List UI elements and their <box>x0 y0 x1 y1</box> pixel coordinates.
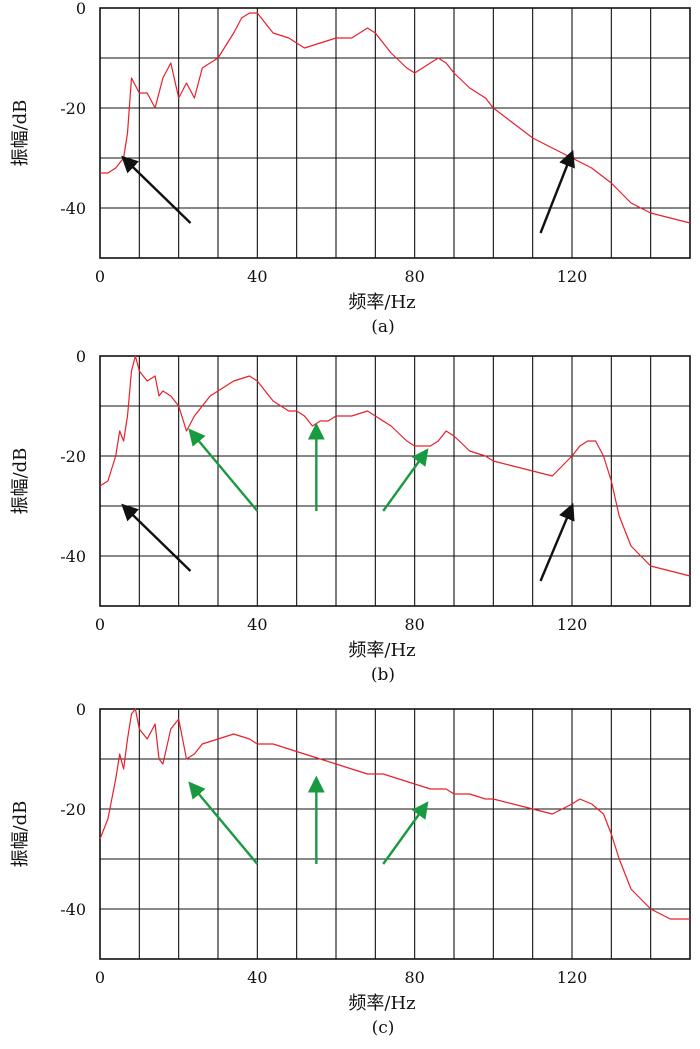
panel-c: 0 -20 -40 0 40 80 120 振幅/dB 频率/Hz (c) <box>10 700 691 1038</box>
y-tick-label: 0 <box>76 700 86 719</box>
y-tick-label: -40 <box>60 900 86 919</box>
x-tick-labels: 0 40 80 120 <box>95 615 587 634</box>
panel-b: 0 -20 -40 0 40 80 120 振幅/dB 频率/Hz (b) <box>10 347 691 685</box>
x-tick-label: 0 <box>95 968 105 987</box>
y-tick-label: -20 <box>60 99 86 118</box>
annotation-arrow <box>539 149 575 234</box>
y-tick-label: -20 <box>60 800 86 819</box>
annotation-arrow <box>539 502 575 582</box>
x-tick-label: 80 <box>404 968 424 987</box>
y-tick-label: -20 <box>60 447 86 466</box>
y-tick-labels: 0 -20 -40 <box>60 347 86 566</box>
x-tick-label: 40 <box>247 615 267 634</box>
x-tick-label: 120 <box>557 615 588 634</box>
annotation-arrow <box>188 781 259 865</box>
arrow-annotations <box>121 422 575 582</box>
arrow-annotations <box>121 149 575 234</box>
x-axis-label: 频率/Hz <box>348 640 415 661</box>
plot-frame <box>99 708 691 960</box>
x-tick-label: 120 <box>557 267 588 286</box>
y-tick-label: 0 <box>76 347 86 366</box>
y-tick-labels: 0 -20 -40 <box>60 0 86 218</box>
arrow-annotations <box>188 775 429 865</box>
y-tick-label: 0 <box>76 0 86 18</box>
x-axis-label: 频率/Hz <box>348 292 415 313</box>
annotation-arrow <box>188 428 259 512</box>
x-tick-labels: 0 40 80 120 <box>95 267 587 286</box>
y-tick-label: -40 <box>60 547 86 566</box>
annotation-arrow <box>382 801 429 865</box>
y-axis-label: 振幅/dB <box>10 801 31 868</box>
annotation-arrow <box>121 155 192 224</box>
spectrum-line <box>100 12 691 224</box>
x-tick-label: 80 <box>404 615 424 634</box>
y-tick-labels: 0 -20 -40 <box>60 700 86 919</box>
panel-caption: (a) <box>371 317 394 337</box>
x-tick-label: 120 <box>557 968 588 987</box>
x-tick-label: 40 <box>247 267 267 286</box>
x-tick-label: 0 <box>95 615 105 634</box>
grid-lines <box>100 356 690 606</box>
panel-caption: (b) <box>371 665 395 685</box>
plot-frame <box>99 355 691 607</box>
panel-caption: (c) <box>372 1018 395 1038</box>
grid-lines <box>100 8 690 258</box>
y-axis-label: 振幅/dB <box>10 448 31 515</box>
x-axis-label: 频率/Hz <box>348 993 415 1014</box>
annotation-arrow <box>382 448 429 512</box>
y-tick-label: -40 <box>60 199 86 218</box>
spectrum-line <box>99 355 691 577</box>
y-axis-label: 振幅/dB <box>10 100 31 167</box>
spectrum-line <box>99 708 690 920</box>
annotation-arrow <box>121 503 192 572</box>
x-tick-label: 80 <box>404 267 424 286</box>
panel-a: 0 -20 -40 0 40 80 120 振幅/dB 频率/Hz (a) <box>10 0 691 337</box>
x-tick-label: 0 <box>95 267 105 286</box>
grid-lines <box>100 709 690 959</box>
x-tick-label: 40 <box>247 968 267 987</box>
x-tick-labels: 0 40 80 120 <box>95 968 587 987</box>
plot-frame <box>99 7 691 259</box>
